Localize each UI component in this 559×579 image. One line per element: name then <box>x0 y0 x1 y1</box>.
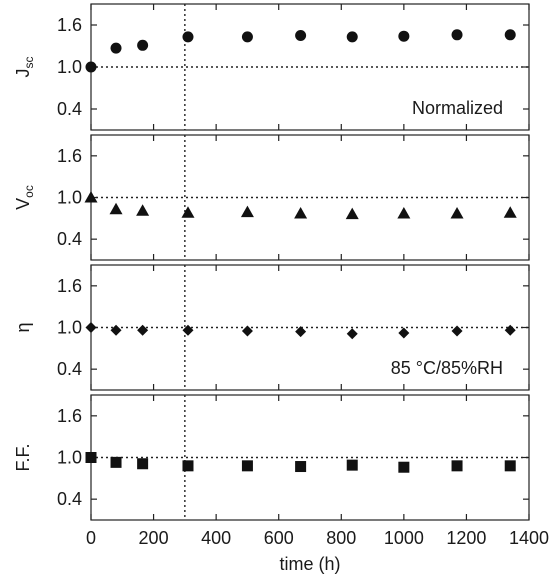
panel-1-data-point <box>504 29 516 41</box>
panel-1-y-tick-label: 1.6 <box>57 15 82 35</box>
panel-4-y-tick-label: 1.6 <box>57 406 82 426</box>
panel-2-y-tick-label: 1.0 <box>57 188 82 208</box>
panel-2-y-axis-label: Voc <box>13 185 36 210</box>
panel-1-data-point <box>295 30 307 41</box>
panel-2-y-tick-label: 1.6 <box>57 146 82 166</box>
panel-2-data-point <box>136 204 150 216</box>
panel-3-data-point <box>182 324 194 336</box>
panel-3-y-tick-label: 1.0 <box>57 318 82 338</box>
panel-2-data-point <box>84 191 98 203</box>
panel-2-data-point <box>450 206 464 219</box>
panel-3-annotation: 85 °C/85%RH <box>391 358 503 378</box>
panel-3-data-point <box>451 325 463 337</box>
panel-1-data-point <box>137 39 149 51</box>
panel-1-y-tick-label: 1.0 <box>57 57 82 77</box>
panel-2-data-point <box>345 207 359 220</box>
panel-2-data-point <box>109 202 123 215</box>
x-axis-label: time (h) <box>279 554 340 574</box>
panel-4-data-point <box>182 460 194 472</box>
panel-2-data-point <box>240 205 254 218</box>
panel-4-data-point <box>110 456 122 468</box>
panel-3-y-axis-label-main: η <box>13 322 33 332</box>
panel-4-y-tick-label: 1.0 <box>57 448 82 468</box>
x-tick-label: 1200 <box>446 528 486 548</box>
panel-3-y-tick-label: 1.6 <box>57 276 82 296</box>
panel-3-data-point <box>137 324 149 336</box>
panel-1-y-axis-label-main: J <box>13 69 33 78</box>
panel-4-data-point <box>241 460 253 472</box>
panel-3-data-point <box>241 325 253 337</box>
panel-1-data-point <box>398 30 410 42</box>
panel-2-y-axis-label-subscript: oc <box>22 185 36 198</box>
panel-1-data-point <box>110 42 122 54</box>
panel-4-data-point <box>137 458 149 470</box>
panel-4-data-point <box>85 452 97 463</box>
panel-3-data-point <box>398 327 410 339</box>
panel-3-y-axis-label: η <box>13 322 33 332</box>
panel-4-y-axis-label-main: F.F. <box>13 443 33 471</box>
panel-3-data-point <box>346 328 358 340</box>
panel-1-data-point <box>241 31 253 43</box>
panel-4-data-point <box>398 461 410 473</box>
panel-3-data-point <box>504 324 516 336</box>
panel-2-data-point <box>503 206 517 218</box>
panel-2-y-axis-label-main: V <box>13 198 33 210</box>
panel-3-data-point <box>295 326 307 338</box>
x-tick-label: 600 <box>264 528 294 548</box>
x-tick-label: 200 <box>139 528 169 548</box>
panel-1-y-tick-label: 0.4 <box>57 99 82 119</box>
panel-2-data-point <box>181 206 195 218</box>
x-tick-label: 400 <box>201 528 231 548</box>
panel-3-data-point <box>110 324 122 336</box>
panel-4-data-point <box>504 460 516 472</box>
x-tick-label: 800 <box>326 528 356 548</box>
panel-4-data-point <box>346 459 358 471</box>
panel-3-y-tick-label: 0.4 <box>57 359 82 379</box>
panel-3-data-point <box>85 322 97 333</box>
panel-4-y-axis-label: F.F. <box>13 443 33 471</box>
x-tick-label: 0 <box>86 528 96 548</box>
panel-1-data-point <box>182 31 194 43</box>
panel-1-y-axis-label: Jsc <box>13 57 36 78</box>
panel-4-y-tick-label: 0.4 <box>57 489 82 509</box>
panel-1-y-axis-label-subscript: sc <box>22 57 36 69</box>
x-tick-label: 1400 <box>509 528 549 548</box>
panel-1-data-point <box>346 31 358 43</box>
x-tick-label: 1000 <box>384 528 424 548</box>
panel-2-y-tick-label: 0.4 <box>57 229 82 249</box>
panel-4-data-point <box>295 461 307 473</box>
panel-2-data-point <box>397 206 411 219</box>
panel-2-data-point <box>294 206 308 219</box>
panel-1-data-point <box>85 61 97 73</box>
panel-1-data-point <box>451 29 463 41</box>
panel-4-data-point <box>451 460 463 472</box>
panel-1-annotation: Normalized <box>412 98 503 118</box>
